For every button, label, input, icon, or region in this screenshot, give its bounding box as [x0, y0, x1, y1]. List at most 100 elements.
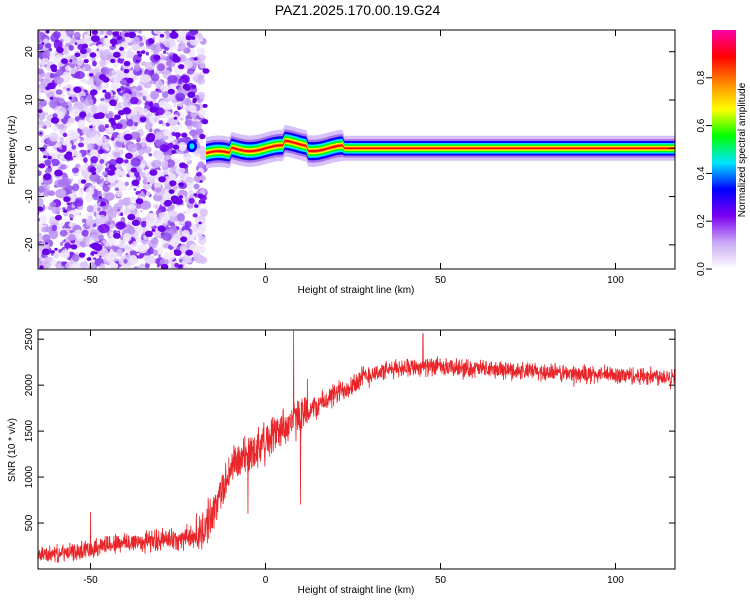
noise-blob: [189, 266, 193, 269]
noise-blob: [198, 245, 206, 254]
tone-precursor-core: [189, 143, 195, 150]
noise-blob: [59, 136, 65, 143]
noise-blob: [145, 191, 151, 197]
noise-blob: [87, 80, 93, 86]
noise-blob: [199, 150, 209, 161]
noise-blob-strong: [173, 116, 178, 120]
noise-blob-strong: [136, 50, 141, 54]
spectrogram-y-tick-label: -10: [24, 189, 35, 204]
noise-blob: [86, 56, 92, 61]
noise-blob: [182, 264, 189, 269]
noise-blob: [117, 57, 125, 64]
noise-blob: [53, 253, 59, 259]
noise-blob: [85, 187, 95, 197]
noise-blob: [91, 144, 96, 147]
colorbar-tick-label: 0.8: [696, 70, 707, 84]
noise-blob: [181, 247, 188, 253]
noise-blob-strong: [141, 50, 146, 54]
noise-blob: [107, 127, 114, 134]
noise-blob: [98, 190, 102, 194]
spectrogram-frame: [37, 29, 676, 270]
noise-blob: [183, 155, 191, 162]
noise-blob: [38, 87, 42, 94]
noise-blob: [64, 242, 71, 249]
noise-blob: [145, 82, 150, 88]
noise-blob: [136, 228, 142, 234]
noise-blob: [172, 141, 176, 145]
noise-blob: [188, 197, 195, 204]
noise-blob: [104, 192, 115, 201]
noise-blob-strong: [91, 35, 100, 43]
noise-blob-strong: [151, 228, 156, 232]
noise-blob: [47, 167, 53, 172]
noise-blob-strong: [41, 42, 45, 45]
noise-blob: [175, 46, 180, 51]
noise-blob: [178, 42, 186, 52]
noise-blob: [84, 193, 93, 202]
noise-blob: [150, 73, 160, 82]
noise-blob: [177, 80, 183, 85]
noise-blob: [104, 242, 110, 247]
noise-blob-strong: [131, 179, 140, 186]
noise-blob: [78, 142, 84, 148]
noise-blob: [38, 43, 44, 51]
noise-blob-strong: [167, 88, 175, 95]
noise-blob: [116, 248, 123, 257]
noise-blob: [123, 258, 128, 264]
noise-blob: [96, 48, 99, 52]
noise-blob: [168, 251, 176, 261]
noise-blob-strong: [63, 196, 71, 203]
noise-blob: [154, 221, 159, 226]
noise-blob: [148, 153, 153, 157]
noise-blob: [173, 104, 176, 107]
noise-blob: [83, 137, 92, 145]
noise-blob: [48, 47, 53, 52]
figure-title: PAZ1.2025.170.00.19.G24: [274, 2, 441, 18]
noise-blob: [106, 143, 111, 147]
noise-blob: [115, 243, 119, 247]
noise-blob: [59, 229, 68, 237]
noise-blob: [128, 91, 133, 95]
noise-blob: [195, 121, 202, 130]
noise-blob: [104, 138, 110, 144]
noise-blob: [110, 50, 114, 54]
noise-blob-strong: [111, 44, 116, 47]
snr-x-label: Height of straight line (km): [298, 585, 415, 596]
noise-blob: [38, 170, 42, 177]
noise-blob: [78, 190, 85, 197]
noise-blob: [137, 30, 142, 34]
noise-blob: [67, 143, 73, 149]
noise-blob: [44, 261, 48, 265]
noise-blob: [189, 129, 198, 137]
noise-blob: [54, 76, 64, 85]
noise-blob: [98, 124, 105, 133]
noise-blob: [186, 208, 192, 214]
noise-blob: [142, 89, 149, 97]
noise-blob: [89, 228, 100, 239]
noise-blob-strong: [60, 58, 68, 64]
noise-blob: [87, 90, 90, 94]
noise-blob-strong: [86, 257, 92, 261]
noise-blob: [155, 107, 165, 116]
noise-blob: [111, 69, 116, 75]
noise-blob: [73, 31, 81, 40]
noise-blob: [43, 120, 52, 127]
noise-blob-strong: [68, 96, 73, 100]
noise-blob-strong: [45, 242, 48, 245]
noise-blob: [180, 117, 184, 121]
noise-blob: [114, 187, 119, 191]
noise-blob-strong: [49, 96, 54, 100]
noise-blob: [89, 149, 99, 158]
noise-blob: [69, 59, 73, 63]
noise-blob-strong: [118, 221, 125, 227]
noise-blob: [43, 152, 48, 157]
noise-blob-strong: [91, 30, 98, 35]
noise-blob-strong: [108, 164, 116, 170]
noise-blob: [74, 70, 85, 80]
noise-blob: [50, 158, 60, 167]
noise-blob-strong: [78, 252, 86, 258]
noise-blob: [129, 209, 138, 216]
noise-blob: [163, 122, 167, 125]
noise-blob: [98, 249, 106, 258]
noise-blob: [81, 172, 86, 177]
